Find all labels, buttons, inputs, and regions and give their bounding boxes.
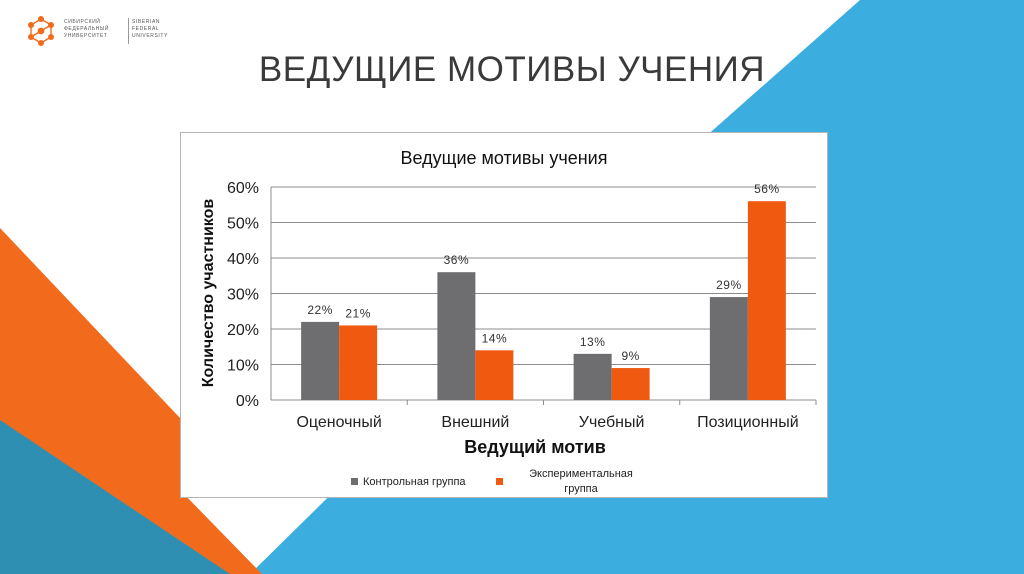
data-label: 14% [482,331,508,345]
bar-control [437,272,476,400]
legend-swatch-experimental [496,478,503,485]
y-axis-title: Количество участников [200,199,217,388]
university-logo: СИБИРСКИЙ ФЕДЕРАЛЬНЫЙ УНИВЕРСИТЕТ SIBERI… [24,14,167,48]
y-tick-label: 10% [227,358,259,375]
logo-text-en: SIBERIAN FEDERAL UNIVERSITY [132,19,169,39]
teal-background-shape [0,420,230,574]
legend-label-control: Контрольная группа [363,476,466,488]
bar-control [709,297,748,400]
bar-control [301,321,340,400]
data-label: 13% [580,335,606,349]
y-tick-label: 30% [227,287,259,304]
x-axis-title: Ведущий мотив [464,437,606,457]
legend-label-experimental-line1: Экспериментальная [529,468,633,480]
y-tick-label: 50% [227,216,259,233]
data-label: 9% [621,349,639,363]
bar-chart: 0% 10% 20% 30% 40% 50% 60% 22% 21% Оценочный 36% 14… [200,148,817,495]
chart-title: Ведущие мотивы учения [401,148,608,168]
y-tick-label: 20% [227,322,259,339]
data-label: 21% [345,306,371,320]
legend-label-experimental-line2: группа [564,483,598,495]
legend-swatch-control [351,478,358,485]
logo-separator [128,18,129,44]
x-tick-label: Внешний [441,414,509,431]
bar-experimental [747,201,786,400]
data-label: 22% [307,303,333,317]
data-label: 36% [444,253,470,267]
chart-panel: 0% 10% 20% 30% 40% 50% 60% 22% 21% Оценочный 36% 14… [180,132,828,498]
x-tick-label: Позиционный [697,414,799,431]
bar-experimental [339,325,378,400]
bar-experimental [611,368,650,400]
data-label: 29% [716,278,742,292]
hexagon-logo-icon [28,16,54,46]
x-tick-label: Оценочный [296,414,381,431]
bar-experimental [475,350,514,400]
y-tick-label: 40% [227,251,259,268]
bar-control [573,353,612,400]
data-label: 56% [754,182,780,196]
slide-title: ВЕДУЩИЕ МОТИВЫ УЧЕНИЯ [258,50,766,89]
y-tick-label: 60% [227,180,259,197]
y-tick-label: 0% [236,393,259,410]
logo-text-ru: СИБИРСКИЙ ФЕДЕРАЛЬНЫЙ УНИВЕРСИТЕТ [64,19,110,39]
x-tick-label: Учебный [579,414,645,431]
